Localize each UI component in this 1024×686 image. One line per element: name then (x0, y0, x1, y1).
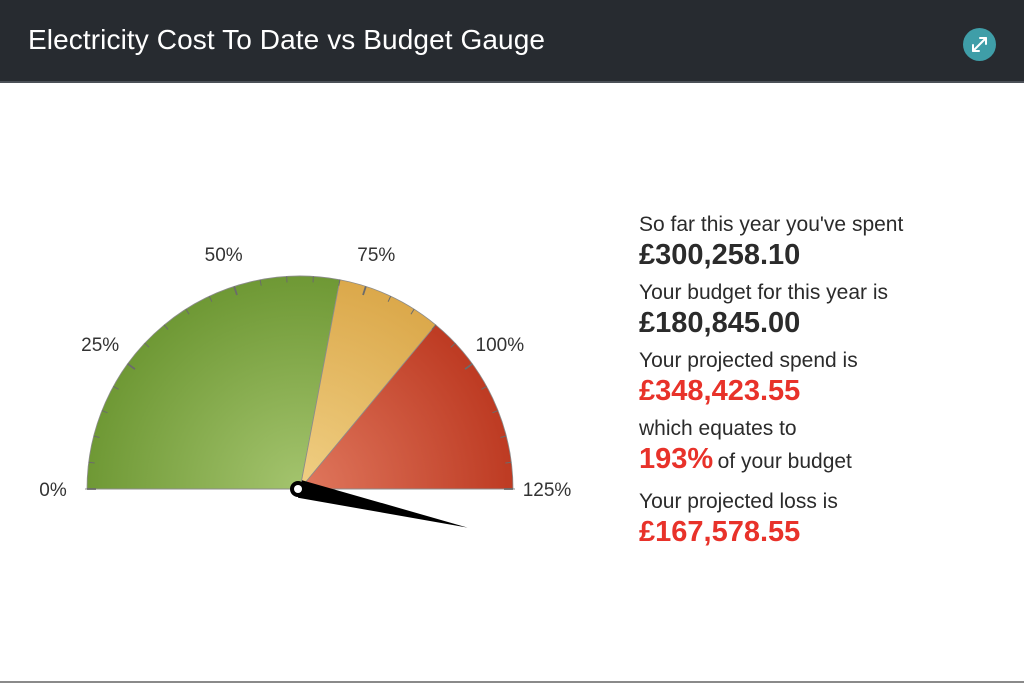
spent-label: So far this year you've spent (639, 213, 904, 236)
expand-icon (972, 37, 987, 52)
gauge-minor-tick (492, 410, 499, 414)
gauge-chart: 0% 25% 50% 75% 100% 125% (39, 245, 572, 528)
gauge-major-tick (233, 286, 238, 296)
budget-value: £180,845.00 (639, 307, 801, 339)
projected-spend-value: £348,423.55 (639, 375, 801, 407)
spent-value: £300,258.10 (639, 239, 801, 271)
gauge-minor-tick (185, 308, 190, 315)
gauge-minor-tick (259, 279, 262, 286)
equates-row: 193% of your budget (639, 442, 1019, 481)
panel-title: Electricity Cost To Date vs Budget Gauge (28, 24, 546, 55)
gauge-minor-tick (208, 296, 213, 302)
gauge-label-0: 0% (39, 480, 67, 501)
gauge-minor-tick (113, 385, 119, 390)
budget-label: Your budget for this year is (639, 281, 889, 304)
gauge-minor-tick (450, 342, 456, 348)
gauge-minor-tick (88, 461, 95, 464)
gauge-label-25: 25% (81, 335, 119, 356)
gauge-minor-tick (481, 385, 487, 390)
bottom-divider (0, 681, 1024, 683)
gauge-major-tick (127, 363, 136, 370)
gauge-minor-tick (500, 435, 507, 439)
gauge-label-125: 125% (523, 480, 572, 501)
needle-hub-center (294, 485, 302, 493)
budget-percent-value: 193% (639, 443, 714, 475)
gauge-minor-tick (431, 324, 437, 330)
projected-loss-label: Your projected loss is (639, 490, 838, 513)
gauge-minor-tick (338, 279, 341, 286)
gauge-label-100: 100% (476, 335, 525, 356)
panel-header: Electricity Cost To Date vs Budget Gauge (0, 0, 1024, 83)
gauge-minor-tick (144, 342, 150, 348)
equates-label: which equates to (639, 417, 797, 440)
gauge-minor-tick (163, 324, 169, 330)
gauge-major-tick (362, 286, 367, 296)
projected-spend-label: Your projected spend is (639, 349, 858, 372)
gauge-minor-tick (93, 435, 100, 439)
budget-summary: So far this year you've spent £300,258.1… (639, 212, 1019, 557)
expand-button[interactable] (963, 28, 996, 61)
gauge-band-red (299, 324, 514, 490)
gauge-label-50: 50% (205, 245, 243, 266)
gauge-minor-tick (410, 308, 415, 315)
gauge-band-green (86, 275, 341, 490)
gauge-minor-tick (387, 296, 392, 302)
gauge-major-tick (464, 363, 473, 370)
gauge-label-75: 75% (357, 245, 395, 266)
gauge-minor-tick (101, 410, 108, 414)
projected-loss-value: £167,578.55 (639, 516, 801, 548)
budget-percent-suffix: of your budget (717, 450, 852, 473)
budget-gauge: 0% 25% 50% 75% 100% 125% (0, 200, 620, 560)
gauge-minor-tick (505, 461, 512, 464)
needle-icon (297, 480, 468, 528)
